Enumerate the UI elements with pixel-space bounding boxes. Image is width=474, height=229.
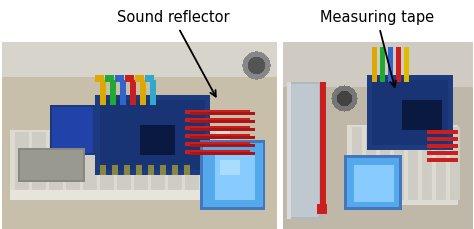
Text: Measuring tape: Measuring tape [320, 10, 434, 87]
Text: Sound reflector: Sound reflector [117, 10, 229, 97]
